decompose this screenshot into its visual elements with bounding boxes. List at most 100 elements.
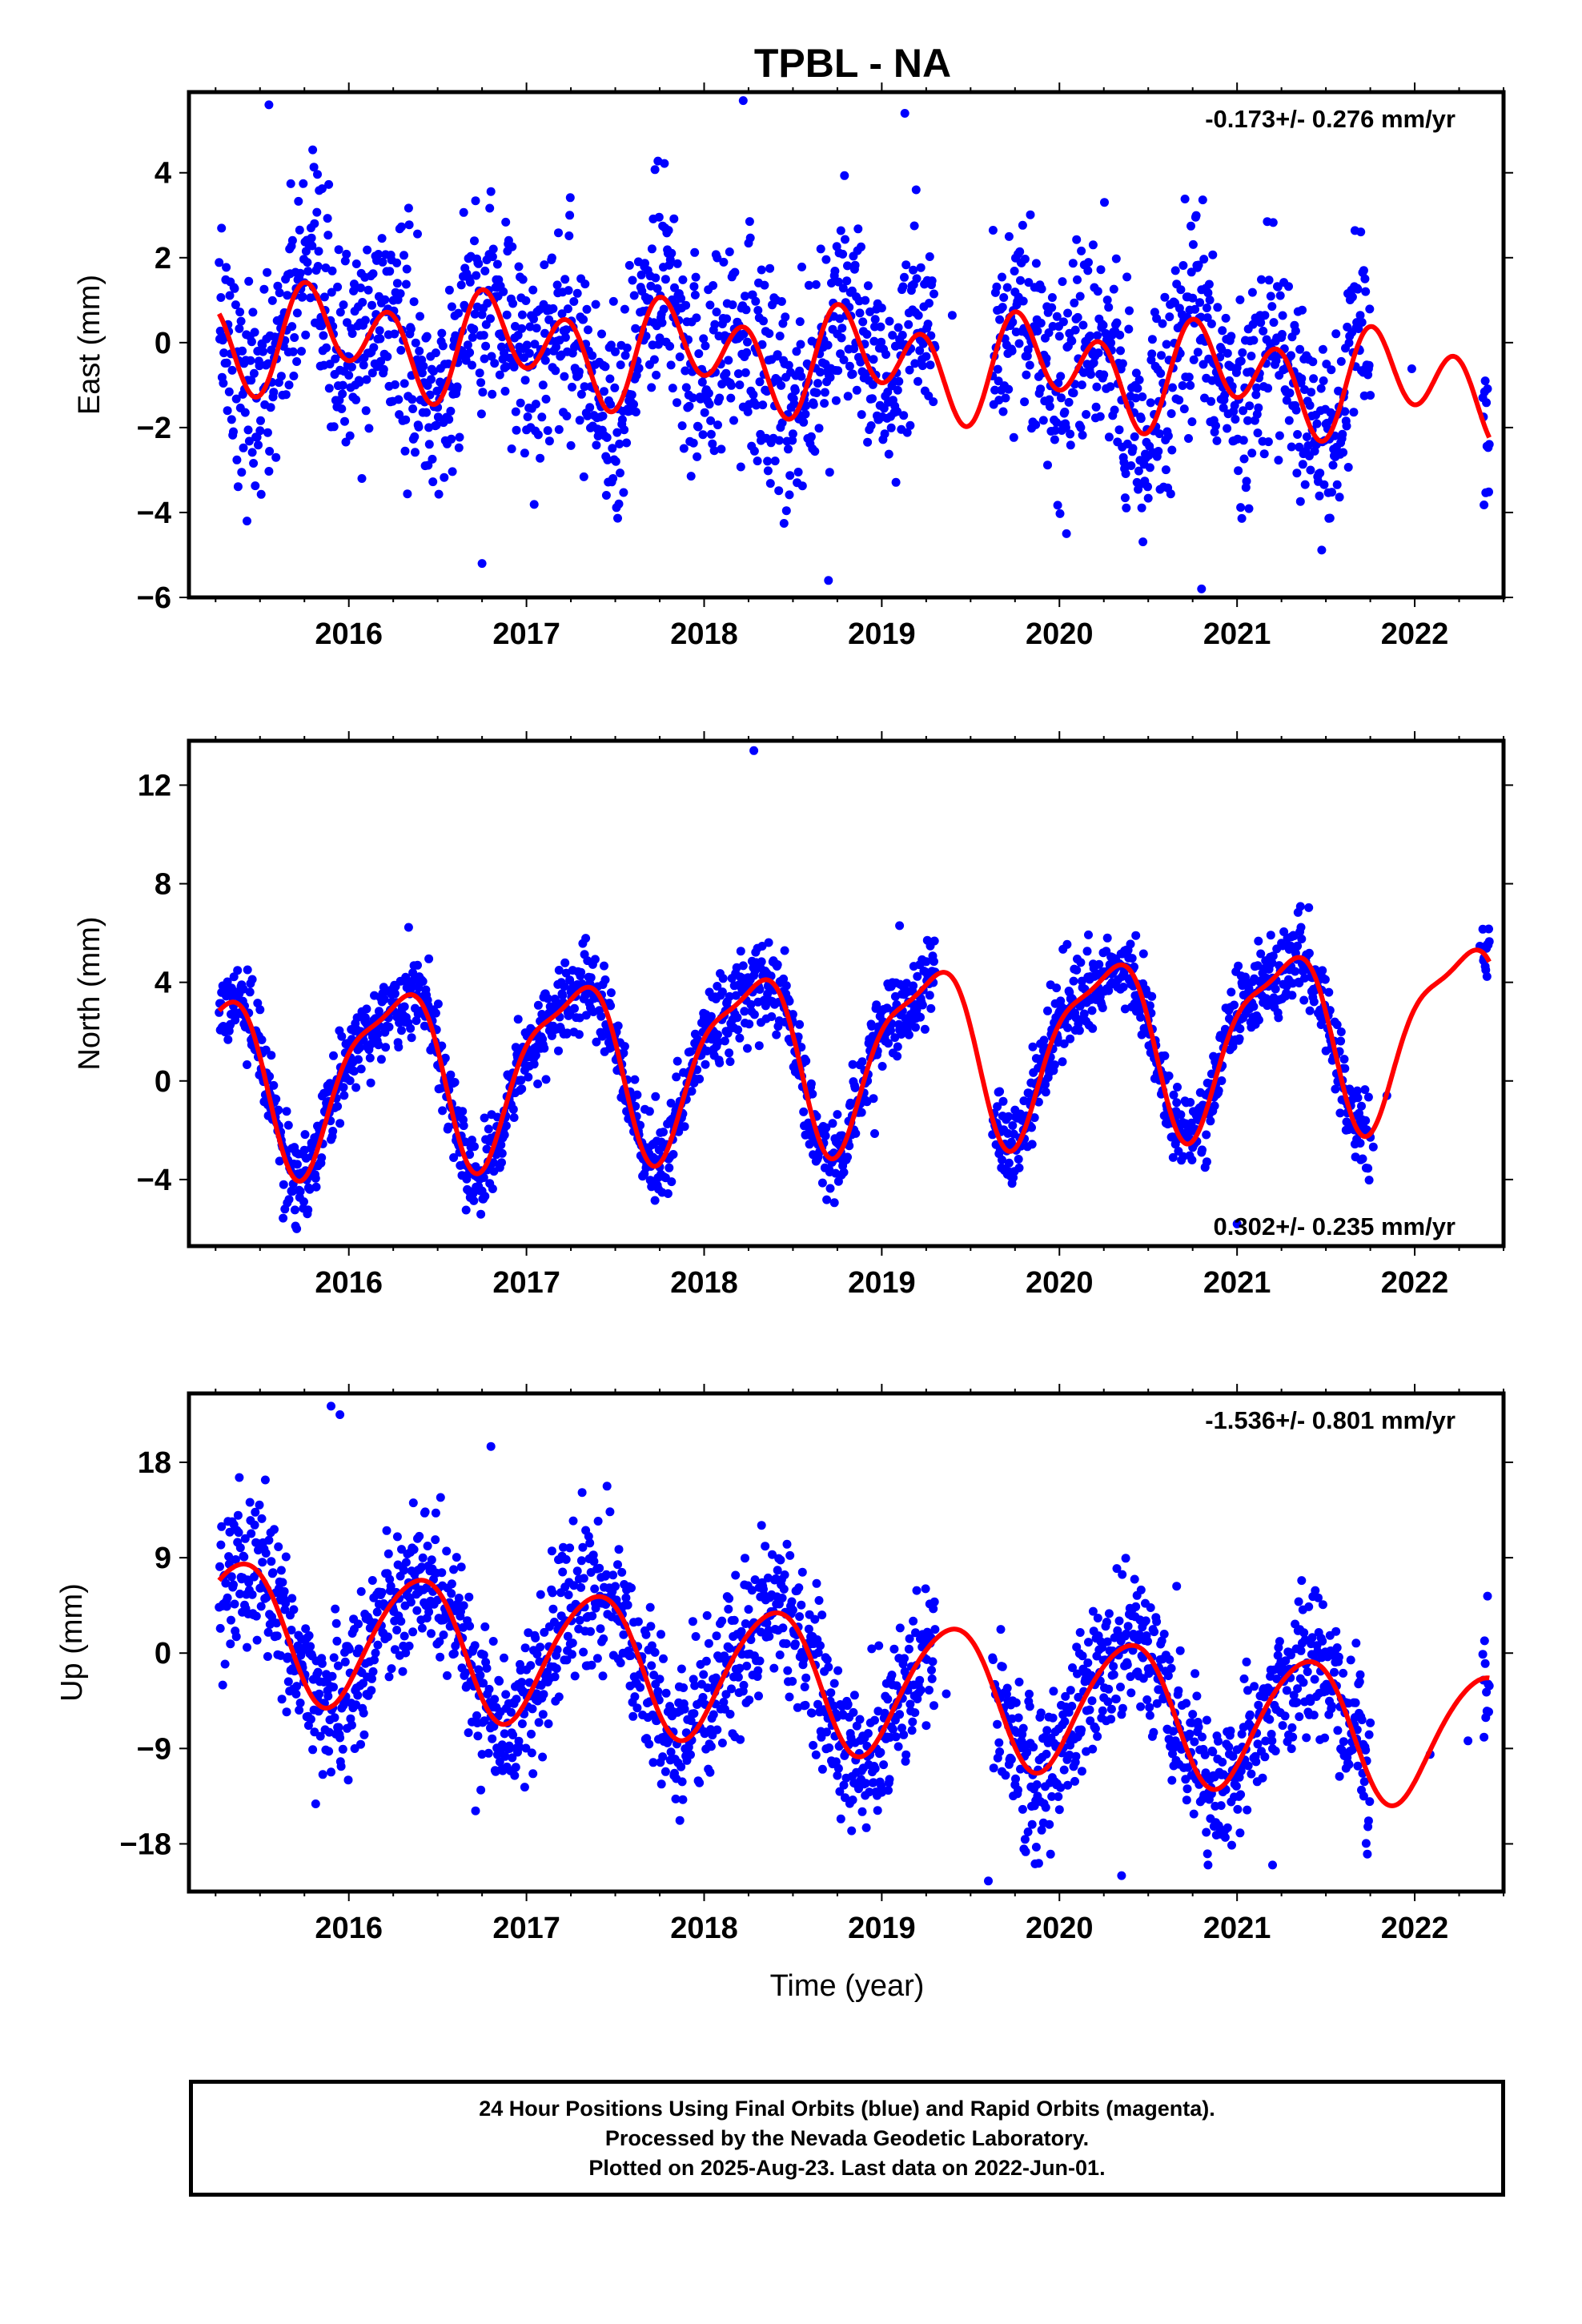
east-data-point	[488, 244, 498, 254]
east-data-point	[243, 425, 253, 435]
east-data-point	[529, 314, 538, 324]
east-data-point	[777, 380, 786, 390]
north-data-point	[767, 1012, 777, 1021]
east-data-point	[897, 331, 907, 340]
up-data-point	[817, 1610, 827, 1620]
east-data-point	[507, 444, 516, 453]
east-data-point	[344, 371, 354, 380]
east-data-point	[1163, 431, 1173, 440]
north-data-point	[1102, 933, 1112, 943]
north-data-point	[356, 1064, 366, 1074]
north-data-point	[446, 1070, 456, 1080]
east-data-point	[745, 233, 755, 243]
up-data-point	[287, 1594, 297, 1603]
east-data-point	[717, 444, 726, 454]
east-data-point	[1239, 436, 1248, 445]
north-data-point	[484, 1124, 493, 1134]
east-data-point	[396, 289, 405, 299]
north-data-point	[757, 957, 766, 967]
east-data-point	[374, 250, 383, 259]
east-data-point	[1061, 423, 1070, 432]
east-data-point	[1480, 376, 1490, 386]
east-data-point	[1484, 487, 1493, 497]
east-data-point	[1083, 266, 1093, 275]
east-data-point	[1332, 480, 1342, 489]
east-data-point	[347, 362, 356, 372]
up-data-point	[563, 1631, 572, 1641]
north-data-point	[911, 1023, 920, 1032]
east-data-point	[554, 228, 563, 238]
east-data-point	[841, 235, 849, 244]
north-data-point	[287, 1187, 297, 1196]
east-data-point	[327, 266, 337, 275]
north-data-point	[311, 1182, 321, 1192]
north-data-point	[1173, 1083, 1182, 1092]
north-data-point	[1118, 983, 1128, 991]
east-data-point	[729, 416, 738, 425]
east-data-point	[1274, 456, 1283, 465]
up-data-point	[833, 1763, 843, 1773]
up-data-point	[725, 1710, 735, 1719]
east-data-point	[1178, 381, 1187, 390]
north-data-point	[1368, 1142, 1378, 1152]
east-data-point	[866, 421, 876, 430]
east-data-point	[283, 291, 292, 300]
up-data-point	[256, 1602, 266, 1611]
north-x-tick-label: 2021	[1203, 1266, 1271, 1300]
east-data-point	[232, 455, 242, 464]
east-data-point	[295, 268, 305, 278]
east-data-point	[408, 404, 418, 413]
up-data-point	[501, 1690, 511, 1699]
east-data-point	[1247, 287, 1257, 297]
east-data-point	[1122, 503, 1131, 513]
up-data-point	[614, 1545, 624, 1554]
north-data-point	[821, 1131, 830, 1140]
up-data-point	[392, 1626, 402, 1634]
east-data-point	[323, 231, 333, 240]
east-data-point	[616, 468, 624, 478]
north-data-point	[354, 1055, 363, 1064]
east-data-point	[1212, 436, 1222, 445]
east-data-point	[669, 214, 679, 223]
up-data-point	[354, 1619, 363, 1629]
up-data-point	[656, 1630, 665, 1639]
east-data-point	[1202, 304, 1211, 312]
north-data-point	[592, 1037, 601, 1047]
east-data-point	[447, 434, 456, 444]
up-data-point	[400, 1631, 409, 1641]
east-data-point	[1282, 396, 1291, 405]
east-data-point	[591, 300, 600, 309]
east-data-point	[1287, 351, 1295, 360]
east-data-point	[1335, 493, 1344, 502]
east-data-point	[1207, 319, 1216, 328]
east-data-point	[414, 422, 424, 432]
up-data-point	[359, 1679, 367, 1688]
north-data-point	[738, 961, 748, 971]
north-data-point	[1234, 961, 1243, 971]
east-x-tick-label: 2019	[848, 617, 916, 651]
east-data-point	[608, 444, 617, 453]
east-data-point	[1031, 420, 1041, 429]
up-data-point	[247, 1529, 256, 1538]
up-data-point	[367, 1576, 377, 1585]
east-data-point	[1098, 320, 1108, 330]
east-data-point	[1160, 292, 1170, 302]
east-data-point	[1343, 463, 1353, 472]
east-y-tick-label: −2	[137, 412, 171, 445]
up-data-point	[548, 1604, 558, 1614]
east-data-point	[1033, 326, 1042, 336]
up-data-point	[397, 1545, 406, 1554]
east-data-point	[364, 424, 374, 433]
east-data-point	[303, 258, 312, 267]
up-data-point	[576, 1556, 586, 1566]
east-data-point	[1189, 355, 1199, 364]
north-data-point	[581, 1011, 591, 1020]
north-data-point	[749, 1010, 759, 1019]
east-data-point	[487, 352, 496, 361]
east-data-point	[620, 304, 629, 314]
east-data-point	[517, 324, 527, 333]
north-data-point	[1127, 954, 1137, 963]
north-data-point	[779, 974, 789, 983]
north-data-point	[1066, 1034, 1075, 1043]
